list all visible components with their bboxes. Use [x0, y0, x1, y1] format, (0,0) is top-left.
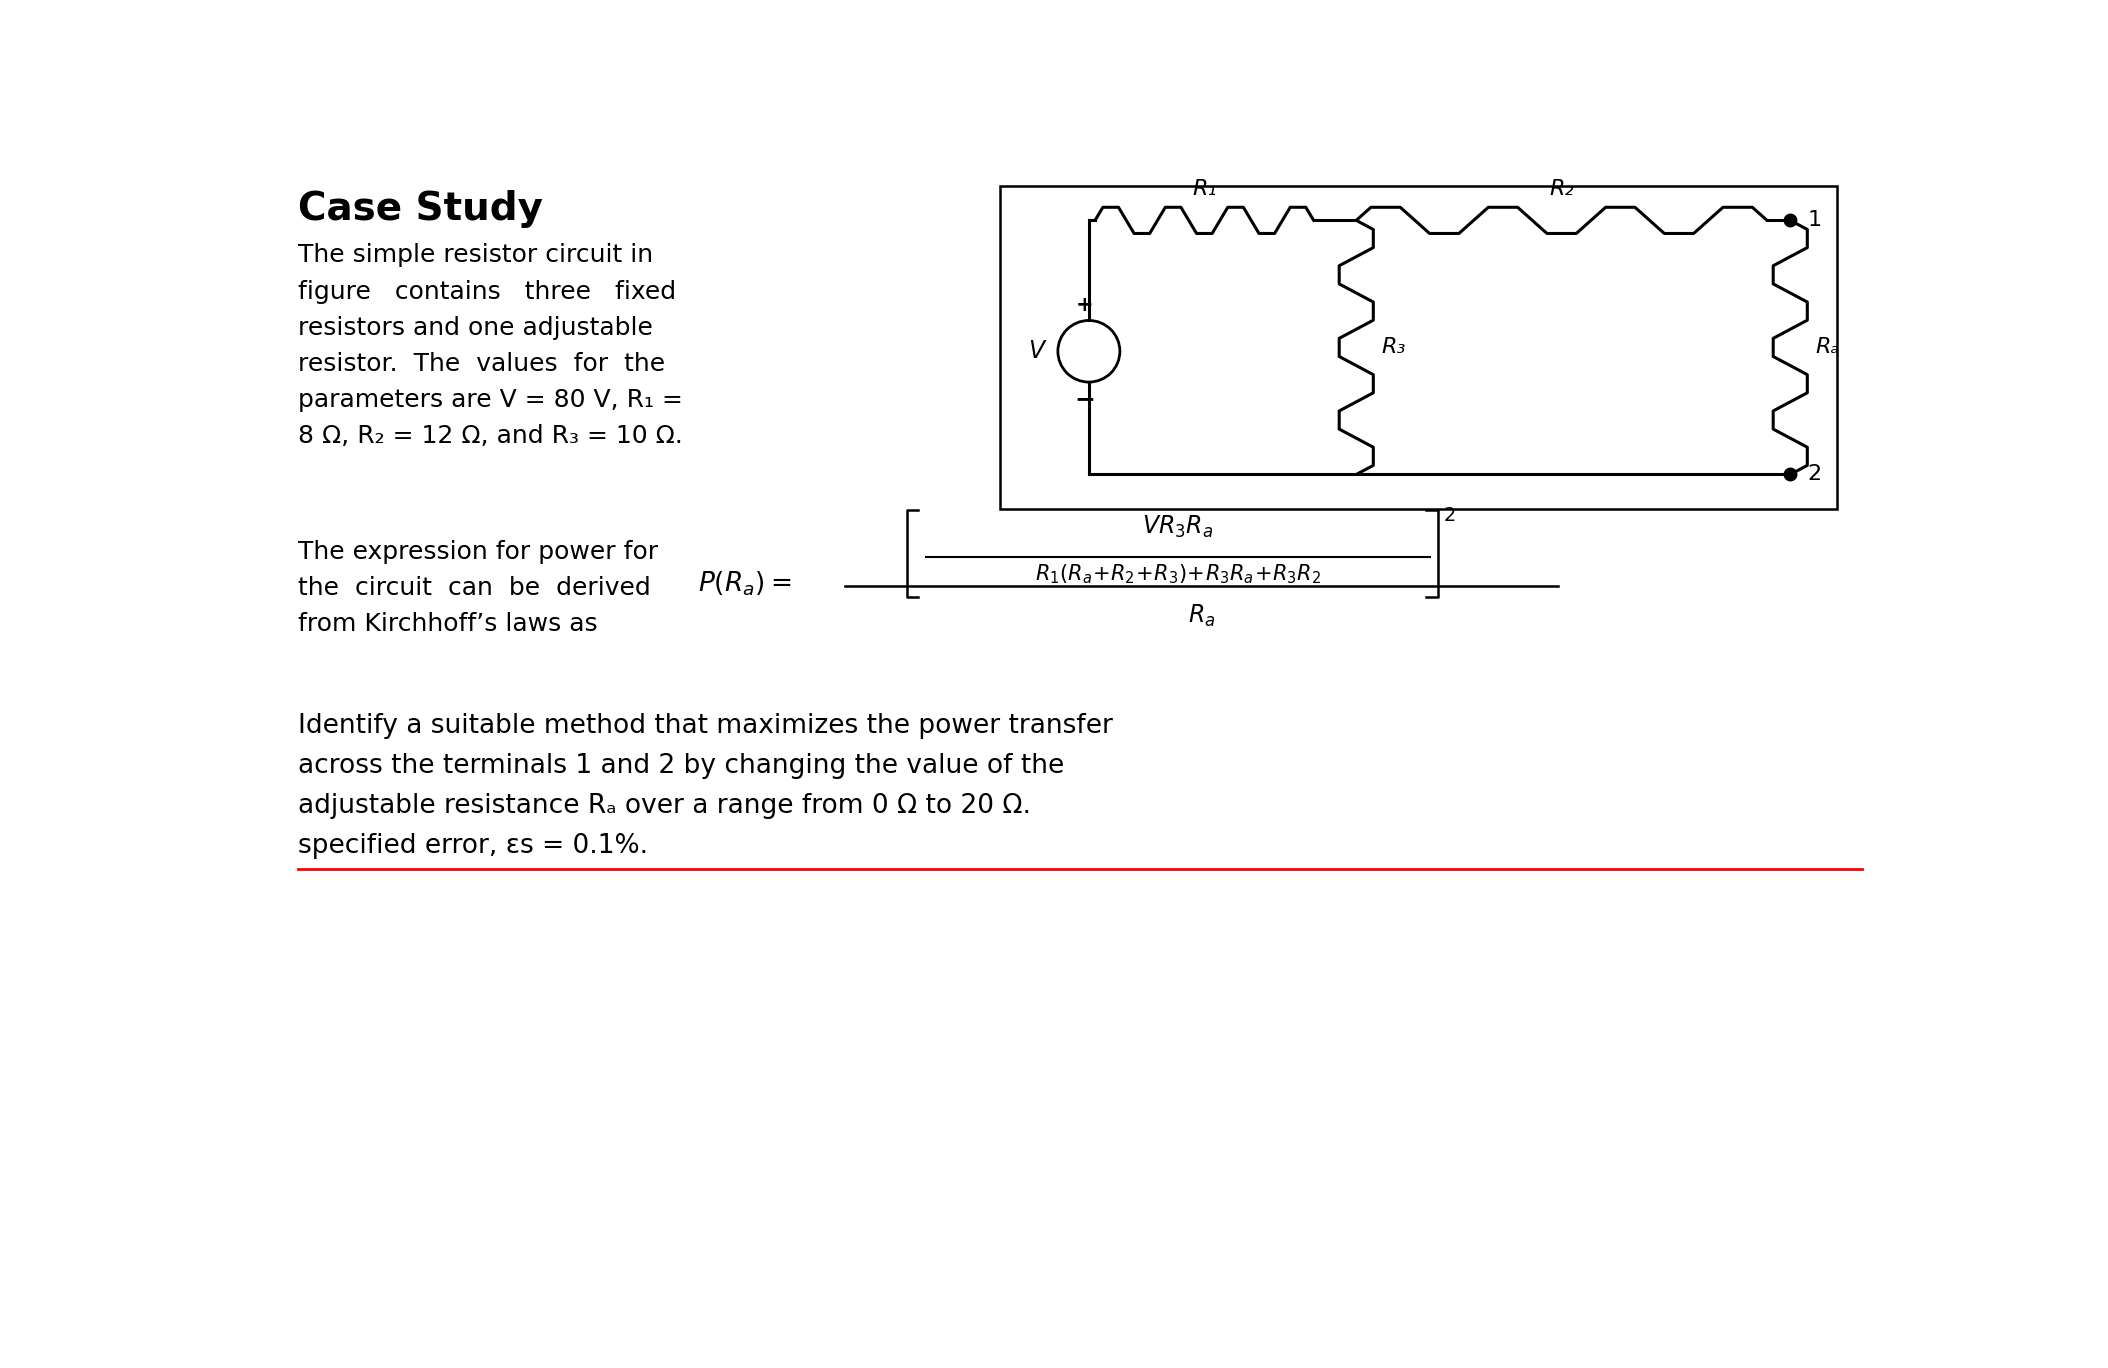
Text: 2: 2	[1807, 465, 1821, 484]
Circle shape	[1058, 320, 1119, 382]
Text: $P(R_a) =$: $P(R_a) =$	[698, 569, 790, 598]
Text: +: +	[1077, 295, 1094, 315]
Text: R₃: R₃	[1381, 338, 1406, 357]
Bar	[999, 186, 1836, 509]
Text: V: V	[1029, 339, 1043, 364]
Text: from Kirchhoff’s laws as: from Kirchhoff’s laws as	[299, 613, 599, 636]
Text: R₂: R₂	[1549, 179, 1575, 198]
Text: resistor.  The  values  for  the: resistor. The values for the	[299, 352, 666, 376]
Text: The expression for power for: The expression for power for	[299, 540, 658, 564]
Text: Identify a suitable method that maximizes the power transfer: Identify a suitable method that maximize…	[299, 713, 1113, 739]
Text: $VR_3R_a$: $VR_3R_a$	[1143, 514, 1214, 540]
Text: 2: 2	[1444, 506, 1457, 525]
Text: 8 Ω, R₂ = 12 Ω, and R₃ = 10 Ω.: 8 Ω, R₂ = 12 Ω, and R₃ = 10 Ω.	[299, 424, 683, 449]
Text: 1: 1	[1807, 211, 1821, 230]
Text: resistors and one adjustable: resistors and one adjustable	[299, 316, 653, 339]
Text: Case Study: Case Study	[299, 190, 544, 227]
Text: R₁: R₁	[1193, 179, 1216, 198]
Text: the  circuit  can  be  derived: the circuit can be derived	[299, 576, 651, 601]
Text: −: −	[1075, 387, 1096, 412]
Text: adjustable resistance Rₐ over a range from 0 Ω to 20 Ω.: adjustable resistance Rₐ over a range fr…	[299, 793, 1031, 819]
Text: specified error, εs = 0.1%.: specified error, εs = 0.1%.	[299, 833, 649, 859]
Text: $R_a$: $R_a$	[1187, 603, 1214, 629]
Text: $R_1(R_a\!+\!R_2\!+\!R_3)\!+\!R_3R_a\!+\!R_3R_2$: $R_1(R_a\!+\!R_2\!+\!R_3)\!+\!R_3R_a\!+\…	[1035, 562, 1322, 586]
Text: parameters are V = 80 V, R₁ =: parameters are V = 80 V, R₁ =	[299, 389, 683, 412]
Text: The simple resistor circuit in: The simple resistor circuit in	[299, 244, 653, 268]
Text: across the terminals 1 and 2 by changing the value of the: across the terminals 1 and 2 by changing…	[299, 754, 1065, 780]
Text: Rₐ: Rₐ	[1815, 338, 1840, 357]
Text: figure   contains   three   fixed: figure contains three fixed	[299, 279, 677, 304]
